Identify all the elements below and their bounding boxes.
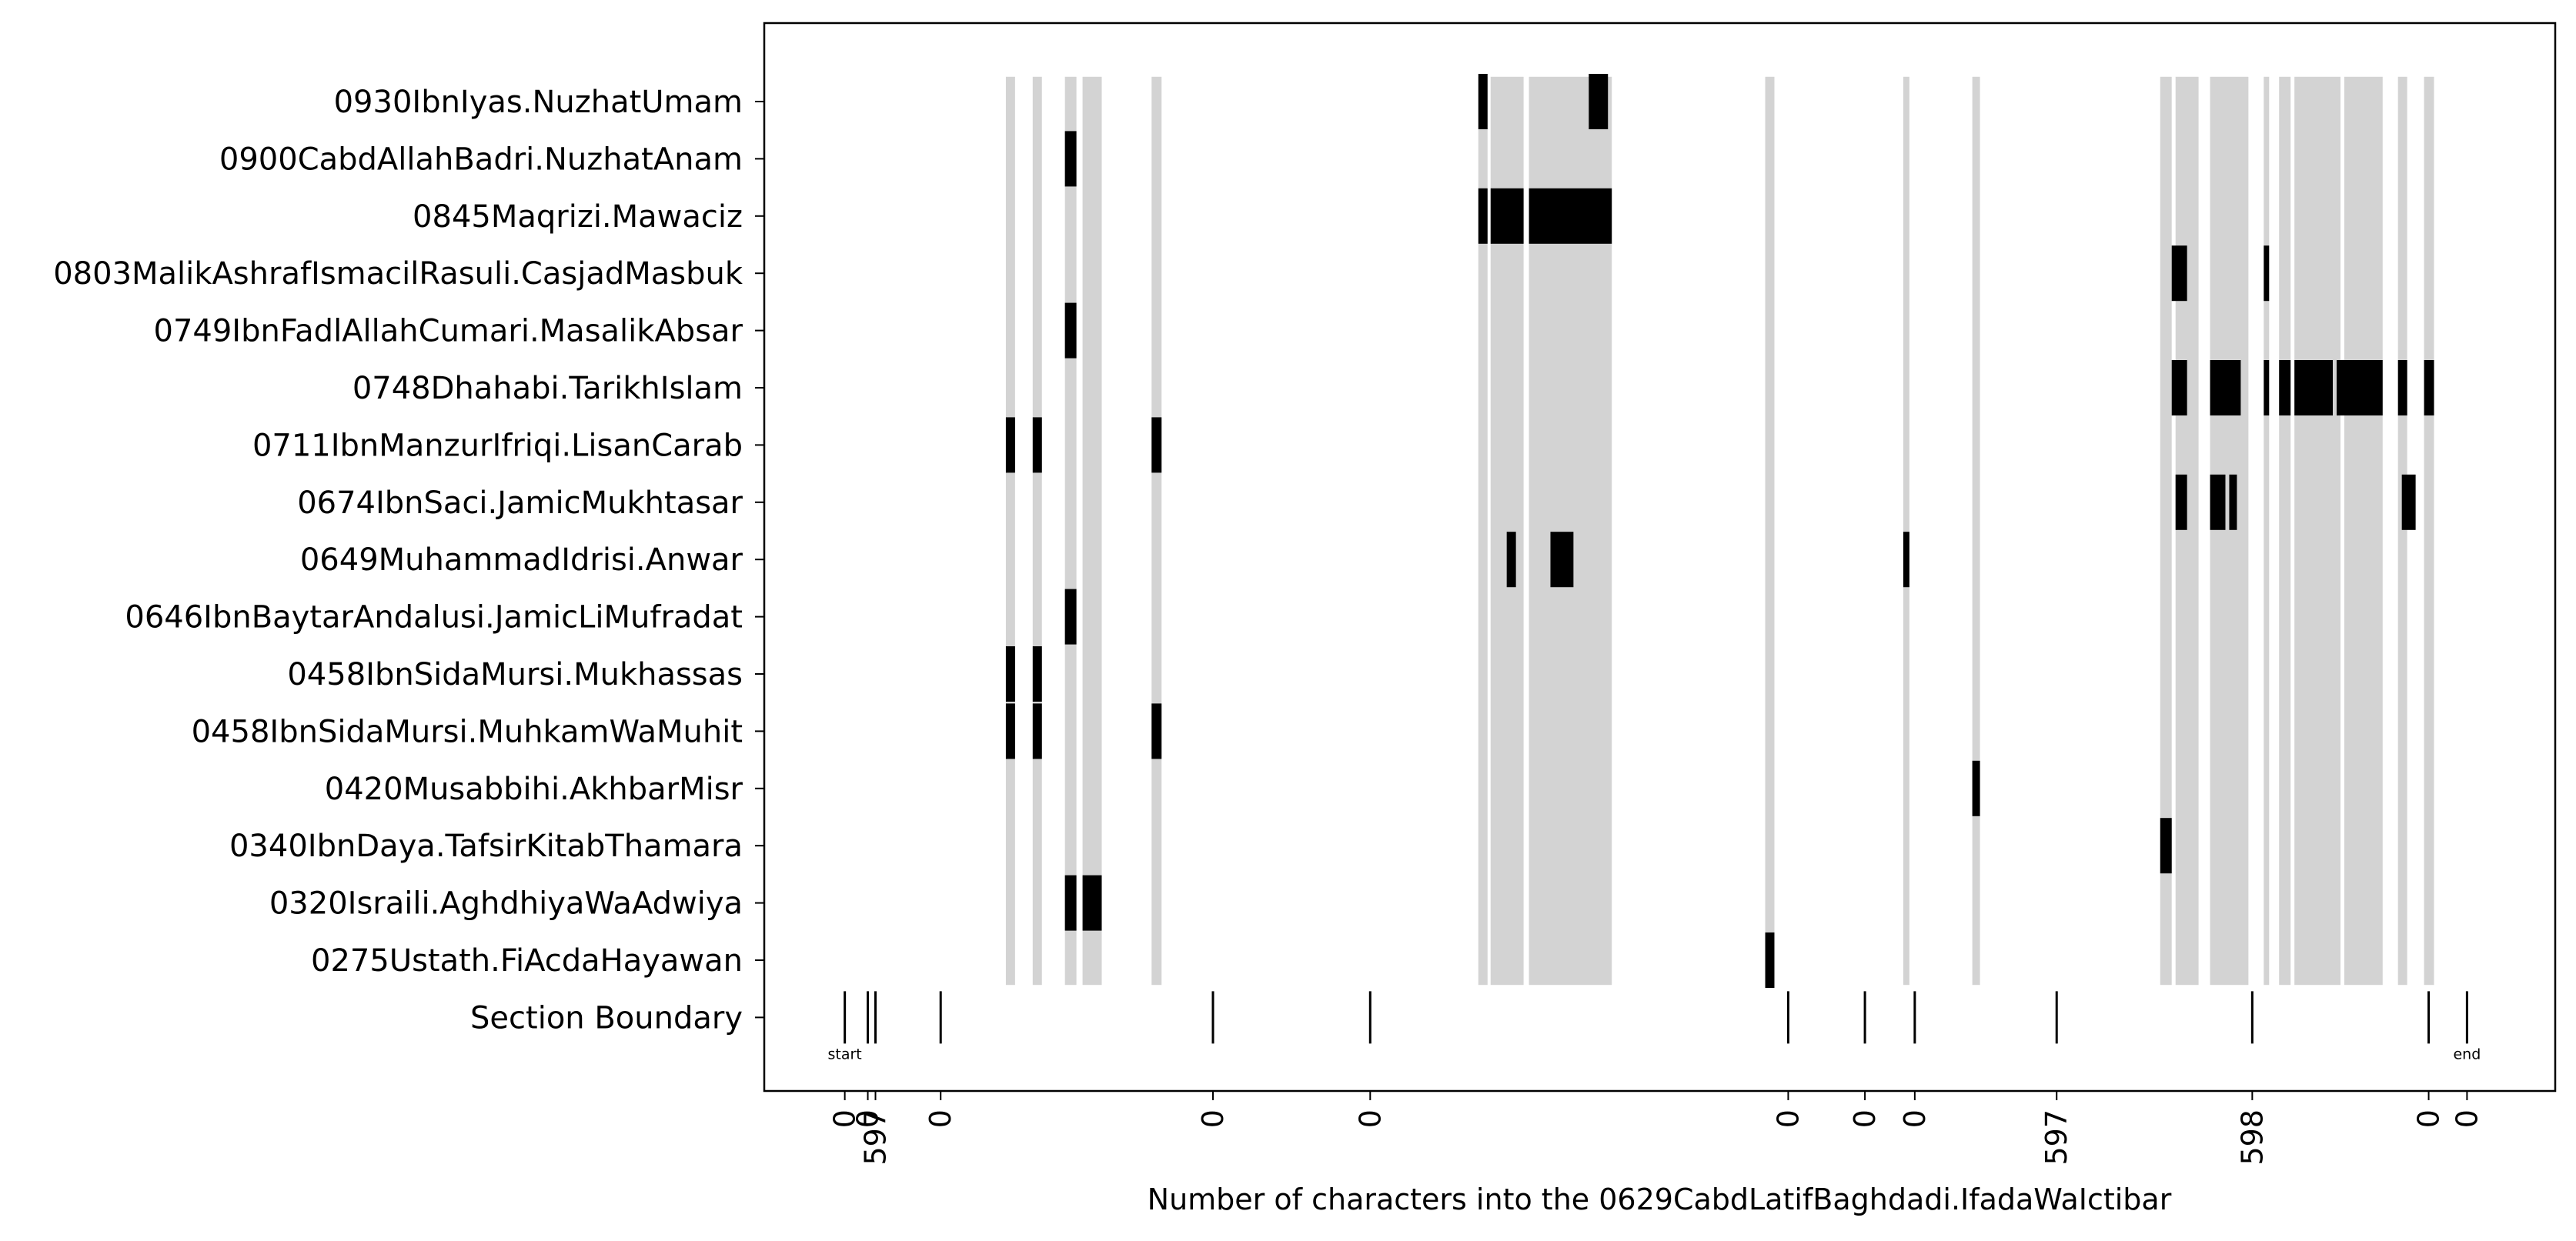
section-boundary-layer: start end (828, 991, 2481, 1063)
match-block-row5-2 (2264, 360, 2270, 415)
boundary-start-label: start (828, 1046, 862, 1063)
row-label: 0748Dhahabi.TarikhIslam (352, 371, 743, 406)
x-tick-label-7: 0 (1848, 1109, 1882, 1128)
match-block-row11-0 (1005, 703, 1015, 759)
shading-span-15 (2279, 76, 2291, 986)
shading-span-19 (2424, 76, 2434, 986)
match-block-row7-1 (2210, 474, 2226, 530)
row-label: 0930IbnIyas.NuzhatUmam (334, 85, 743, 120)
match-block-row2-1 (1490, 188, 1524, 244)
match-block-row5-5 (2336, 360, 2383, 415)
shading-span-2 (1064, 76, 1077, 986)
shading-layer (1005, 76, 2434, 986)
match-block-row5-3 (2279, 360, 2291, 415)
row-label: 0420Musabbihi.AkhbarMisr (325, 772, 743, 807)
x-tick-label-2: 597 (859, 1109, 893, 1166)
match-block-row5-1 (2210, 360, 2241, 415)
x-tick-label-5: 0 (1353, 1109, 1387, 1128)
row-label: 0674IbnSaci.JamicMukhtasar (297, 485, 743, 521)
shading-span-4 (1151, 76, 1162, 986)
match-block-row3-1 (2264, 245, 2270, 302)
row-label: 0749IbnFadlAllahCumari.MasalikAbsar (154, 314, 743, 349)
shading-span-16 (2294, 76, 2340, 986)
shading-span-10 (1972, 76, 1980, 986)
match-block-row3-0 (2171, 245, 2187, 302)
x-tick-label-11: 0 (2412, 1109, 2446, 1128)
match-block-row11-1 (1032, 703, 1042, 759)
match-block-row7-2 (2229, 474, 2237, 530)
shading-span-14 (2264, 76, 2270, 986)
match-block-row5-0 (2171, 360, 2187, 415)
x-tick-label-10: 598 (2235, 1109, 2269, 1166)
x-tick-label-4: 0 (1196, 1109, 1230, 1128)
match-block-row1-0 (1064, 131, 1077, 187)
row-label: 0458IbnSidaMursi.Mukhassas (287, 657, 743, 692)
row-label: 0320Israili.AghdhiyaWaAdwiya (269, 886, 743, 922)
match-block-row12-0 (1972, 760, 1980, 816)
row-label: 0275Ustath.FiAcdaHayawan (311, 943, 743, 979)
x-tick-label-3: 0 (924, 1109, 957, 1128)
match-block-row0-0 (1478, 74, 1488, 129)
shading-span-9 (1903, 76, 1909, 986)
row-label: 0458IbnSidaMursi.MuhkamWaMuhit (192, 714, 743, 749)
x-tick-label-12: 0 (2450, 1109, 2484, 1128)
shading-span-18 (2397, 76, 2407, 986)
row-label: 0711IbnManzurIfriqi.LisanCarab (252, 428, 743, 463)
shading-span-1 (1032, 76, 1042, 986)
match-block-row4-0 (1064, 302, 1077, 359)
x-tick-label-1: 0 (851, 1109, 885, 1128)
shading-span-0 (1005, 76, 1015, 986)
boundary-end-label: end (2453, 1046, 2481, 1063)
shading-span-3 (1082, 76, 1102, 986)
match-block-row10-0 (1005, 646, 1015, 702)
match-block-row5-6 (2397, 360, 2407, 415)
row-label: 0340IbnDaya.TafsirKitabThamara (229, 829, 743, 864)
x-tick-label-8: 0 (1898, 1109, 1932, 1128)
x-axis-label: Number of characters into the 0629CabdLa… (1148, 1183, 2172, 1216)
row-label: 0649MuhammadIdrisi.Anwar (300, 542, 743, 578)
match-block-row9-0 (1064, 589, 1077, 645)
match-block-row11-2 (1151, 703, 1162, 759)
match-block-row6-2 (1151, 417, 1162, 473)
shading-span-17 (2344, 76, 2383, 986)
match-block-row15-0 (1765, 932, 1775, 988)
match-block-row13-0 (2160, 818, 2172, 874)
match-block-row6-1 (1032, 417, 1042, 473)
match-block-row14-1 (1082, 875, 1102, 931)
match-block-row6-0 (1005, 417, 1015, 473)
match-block-row8-1 (1550, 532, 1574, 588)
match-block-row8-2 (1903, 532, 1909, 588)
match-layer (1005, 74, 2434, 988)
x-tick-label-9: 597 (2040, 1109, 2073, 1166)
match-block-row0-1 (1589, 74, 1609, 129)
match-block-row7-3 (2401, 474, 2416, 530)
shading-span-5 (1478, 76, 1488, 986)
plot-area-frame (763, 22, 2557, 1093)
match-block-row5-4 (2294, 360, 2333, 415)
match-block-row5-7 (2424, 360, 2434, 415)
row-label: 0845Maqrizi.Mawaciz (413, 199, 743, 235)
y-axis-labels: 0930IbnIyas.NuzhatUmam 0900CabdAllahBadri… (53, 85, 764, 1036)
shading-span-12 (2175, 76, 2199, 986)
match-block-row10-1 (1032, 646, 1042, 702)
x-tick-label-6: 0 (1771, 1109, 1805, 1128)
shading-span-13 (2210, 76, 2249, 986)
shading-span-8 (1765, 76, 1775, 986)
match-block-row7-0 (2175, 474, 2187, 530)
row-label: 0803MalikAshrafIsmacilRasuli.CasjadMasbu… (53, 256, 743, 292)
match-block-row2-0 (1478, 188, 1488, 244)
row-label: 0646IbnBaytarAndalusi.JamicLiMufradat (125, 600, 743, 636)
shading-span-11 (2160, 76, 2172, 986)
match-block-row8-0 (1506, 532, 1516, 588)
row-label: 0900CabdAllahBadri.NuzhatAnam (219, 142, 743, 177)
match-block-row14-0 (1064, 875, 1077, 931)
x-tick-label-0: 0 (828, 1109, 862, 1128)
section-boundary-row-label: Section Boundary (470, 1000, 743, 1036)
match-block-row2-2 (1529, 188, 1612, 244)
